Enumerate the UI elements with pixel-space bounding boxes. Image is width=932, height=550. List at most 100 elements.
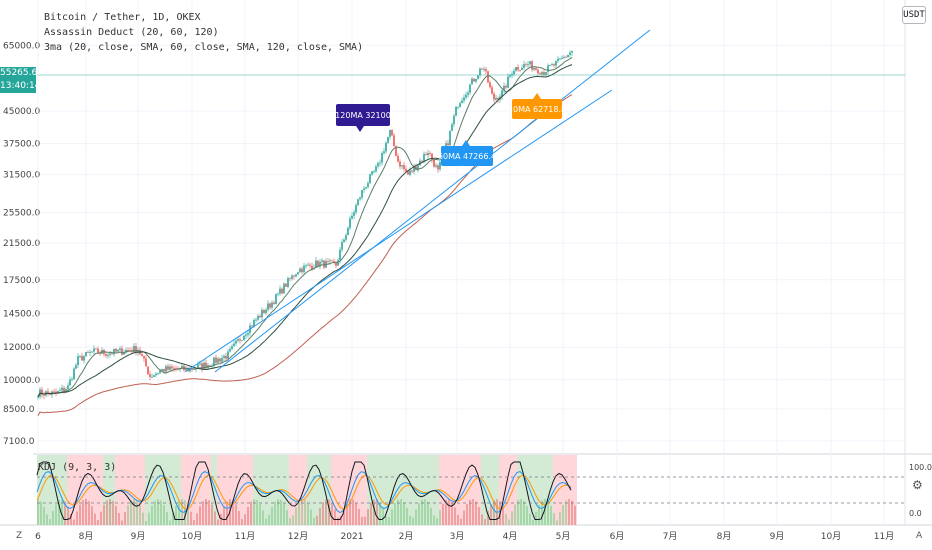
kdj-band — [313, 455, 319, 525]
candle-body — [379, 162, 381, 164]
candle-body — [47, 391, 49, 394]
gear-icon[interactable]: ⚙ — [912, 478, 923, 492]
candle-body — [523, 64, 525, 68]
last-price-tag: 55265.6 13:40:14 — [0, 67, 40, 93]
candle-body — [265, 309, 267, 313]
candle-body — [201, 363, 203, 370]
candle-body — [359, 197, 361, 200]
kdj-histogram-bar — [466, 503, 468, 525]
kdj-histogram-bar — [340, 516, 342, 525]
kdj-band — [517, 455, 523, 525]
candle-body — [151, 376, 153, 378]
kdj-histogram-bar — [373, 499, 375, 525]
kdj-band — [469, 455, 475, 525]
auto-scale-icon[interactable]: A — [916, 531, 923, 541]
kdj-histogram-bar — [376, 499, 378, 525]
candle-body — [129, 350, 131, 351]
kdj-band — [175, 455, 181, 525]
candle-body — [447, 143, 449, 146]
candle-body — [229, 348, 231, 352]
kdj-band — [481, 455, 487, 525]
kdj-histogram-bar — [349, 499, 351, 525]
candle-body — [261, 309, 263, 318]
kdj-histogram-bar — [163, 505, 165, 525]
kdj-indicator-label[interactable]: KDJ (9, 3, 3) — [38, 462, 117, 473]
candle-body — [267, 303, 269, 310]
indicator-3ma-label[interactable]: 3ma (20, close, SMA, 60, close, SMA, 120… — [44, 42, 364, 53]
candle-body — [353, 212, 355, 216]
kdj-band — [283, 455, 289, 525]
candle-body — [529, 61, 531, 65]
kdj-histogram-bar — [307, 503, 309, 525]
currency-button[interactable]: USDT — [902, 6, 926, 24]
kdj-band — [253, 455, 259, 525]
kdj-band — [493, 455, 499, 525]
kdj-d-line — [36, 474, 572, 510]
kdj-histogram-bar — [70, 513, 72, 525]
kdj-histogram-bar — [331, 503, 333, 525]
candle-body — [217, 358, 219, 363]
kdj-histogram-bar — [205, 499, 207, 525]
kdj-histogram-bar — [313, 517, 315, 525]
candle-body — [289, 278, 291, 279]
kdj-band — [553, 455, 559, 525]
kdj-band — [91, 455, 97, 525]
kdj-histogram-bar — [166, 512, 168, 525]
kdj-histogram-bar — [502, 506, 504, 525]
candle-body — [235, 340, 237, 344]
candle-body — [147, 366, 149, 375]
kdj-histogram-bar — [160, 500, 162, 525]
kdj-band — [559, 455, 565, 525]
trend-line-lower — [184, 89, 613, 373]
candle-body — [417, 165, 419, 171]
candle-body — [255, 319, 257, 321]
candle-body — [481, 68, 483, 70]
candle-body — [389, 129, 391, 137]
candle-body — [309, 264, 311, 266]
kdj-band — [145, 455, 151, 525]
candle-body — [337, 260, 339, 266]
kdj-histogram-bar — [562, 505, 564, 525]
symbol-title[interactable]: Bitcoin / Tether, 1D, OKEX — [44, 12, 201, 23]
time-axis-label: 12月 — [288, 531, 308, 542]
candle-body — [89, 352, 91, 353]
kdj-histogram-bar — [40, 501, 42, 525]
kdj-histogram-bar — [67, 506, 69, 525]
candle-body — [73, 368, 75, 380]
price-axis-label: 31500.0 — [3, 171, 40, 181]
kdj-histogram-bar — [451, 501, 453, 525]
candle-body — [223, 355, 225, 358]
candle-body — [67, 385, 69, 390]
kdj-histogram-bar — [130, 500, 132, 525]
kdj-band — [265, 455, 271, 525]
indicator-assassin-label[interactable]: Assassin Deduct (20, 60, 120) — [44, 27, 219, 38]
candle-body — [457, 106, 459, 108]
kdj-histogram-bar — [442, 503, 444, 525]
kdj-histogram-bar — [511, 511, 513, 525]
kdj-histogram-bar — [310, 509, 312, 525]
price-axis-label: 12000.0 — [3, 343, 40, 353]
candle-body — [77, 356, 79, 365]
candle-body — [515, 66, 517, 71]
candle-body — [257, 315, 259, 320]
kdj-histogram-bar — [523, 501, 525, 525]
candle-body — [435, 165, 437, 167]
kdj-histogram-bar — [472, 499, 474, 525]
callout-box — [441, 146, 493, 166]
candle-body — [367, 183, 369, 188]
candle-body — [533, 67, 535, 70]
candle-body — [539, 73, 541, 75]
candle-body — [463, 97, 465, 101]
candle-body — [305, 265, 307, 267]
kdj-histogram-bar — [445, 499, 447, 525]
chart-legend: Bitcoin / Tether, 1D, OKEX Assassin Dedu… — [44, 10, 363, 55]
candle-body — [361, 189, 363, 198]
kdj-band — [523, 455, 529, 525]
callout-box — [512, 99, 562, 119]
kdj-band — [535, 455, 541, 525]
candle-body — [303, 265, 305, 273]
z-icon[interactable]: Z — [16, 531, 23, 541]
kdj-band — [187, 455, 193, 525]
